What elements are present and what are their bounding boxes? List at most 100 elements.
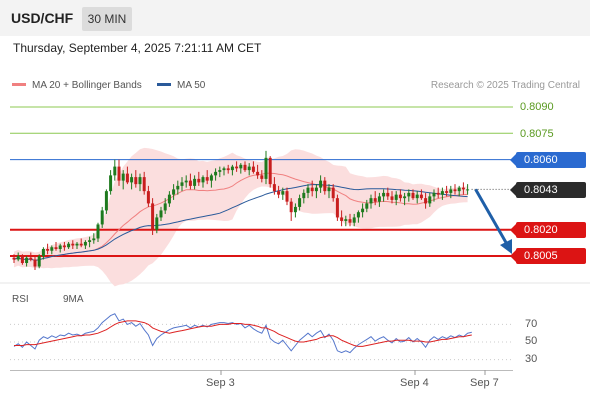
candle-body <box>155 217 159 230</box>
candle-body <box>306 187 310 193</box>
candle-body <box>138 177 142 185</box>
candle-body <box>340 217 344 221</box>
candle-body <box>46 248 50 251</box>
candle-body <box>298 198 302 207</box>
ma50-swatch <box>157 82 171 86</box>
candle-body <box>104 191 108 211</box>
legend-ma50: MA 50 <box>157 80 205 91</box>
candle-body <box>176 185 180 190</box>
candle-body <box>25 257 29 264</box>
candle-body <box>29 257 33 260</box>
candle-body <box>163 203 167 211</box>
candle-body <box>172 189 176 195</box>
candle-body <box>251 166 255 172</box>
candle-body <box>356 212 360 218</box>
candle-body <box>83 241 87 246</box>
candle-body <box>419 194 423 199</box>
candle-body <box>113 166 117 176</box>
projection-arrow-shaft <box>474 188 510 247</box>
legend-ma20: MA 20 + Bollinger Bands <box>12 80 142 91</box>
candle-body <box>41 248 45 256</box>
credit-text: Research © 2025 Trading Central <box>430 80 580 91</box>
timeframe-button[interactable]: 30 MIN <box>82 7 132 31</box>
candle-body <box>54 247 58 249</box>
candle-body <box>365 203 369 209</box>
candle-body <box>117 166 121 181</box>
candle-body <box>453 189 457 192</box>
candle-body <box>58 245 62 249</box>
candle-body <box>323 180 327 192</box>
level-label-8090: 0.8090 <box>520 101 554 113</box>
candle-body <box>75 243 79 246</box>
header-bar: USD/CHF 30 MIN <box>0 0 590 36</box>
candle-body <box>62 245 66 248</box>
candle-body <box>382 192 386 197</box>
candle-body <box>184 180 188 183</box>
candle-body <box>319 180 323 188</box>
x-axis-line <box>10 370 513 371</box>
candle-body <box>289 201 293 213</box>
ma20-swatch <box>12 82 26 86</box>
candle-body <box>348 219 352 223</box>
candle-body <box>394 194 398 200</box>
candle-body <box>125 173 129 183</box>
candle-body <box>188 180 192 186</box>
candle-body <box>222 168 226 171</box>
candle-body <box>403 196 407 199</box>
candle-body <box>268 157 272 185</box>
candle-body <box>352 217 356 223</box>
candle-body <box>369 198 373 204</box>
legend-9ma-label: 9MA <box>63 294 84 305</box>
candle-body <box>146 191 150 204</box>
candle-body <box>209 175 213 181</box>
candle-body <box>256 171 260 176</box>
candle-body <box>293 206 297 213</box>
candle-body <box>457 187 461 192</box>
candle-body <box>281 191 285 195</box>
candle-body <box>88 240 92 242</box>
candle-body <box>50 247 54 251</box>
legend-ma50-label: MA 50 <box>177 80 206 91</box>
candle-body <box>272 184 276 192</box>
candle-body <box>12 257 16 260</box>
candle-body <box>415 194 419 199</box>
candle-body <box>201 177 205 183</box>
legend-9ma: 9MA <box>63 294 84 305</box>
candle-body <box>218 170 222 172</box>
candle-body <box>151 203 155 230</box>
rsi-tick-30: 30 <box>525 353 538 365</box>
candle-body <box>16 256 20 260</box>
candle-body <box>193 178 197 186</box>
candle-body <box>344 219 348 221</box>
candle-body <box>235 166 239 169</box>
candle-body <box>445 191 449 193</box>
candle-body <box>96 224 100 239</box>
projection-arrow-head <box>500 239 512 254</box>
candle-body <box>277 191 281 195</box>
candle-body <box>411 192 415 199</box>
candle-body <box>247 166 251 171</box>
candle-body <box>260 175 264 179</box>
candle-body <box>331 187 335 199</box>
candle-body <box>466 189 470 191</box>
candle-body <box>230 166 234 171</box>
last-price-tag: 0.8043 <box>510 182 586 198</box>
candle-body <box>121 173 125 181</box>
candle-body <box>243 164 247 171</box>
legend-rsi: RSI <box>12 294 29 305</box>
rsi-line <box>13 313 472 354</box>
candle-body <box>109 175 113 192</box>
candle-body <box>100 210 104 225</box>
candle-body <box>180 182 184 186</box>
candle-body <box>226 168 230 171</box>
candle-body <box>398 194 402 199</box>
candle-body <box>33 259 37 267</box>
candle-body <box>92 238 96 241</box>
candle-body <box>197 178 201 183</box>
candle-body <box>327 187 331 192</box>
level-tag-8060: 0.8060 <box>510 152 586 168</box>
rsi-tick-70: 70 <box>525 318 538 330</box>
level-label-8075: 0.8075 <box>520 128 554 140</box>
candle-body <box>386 192 390 197</box>
candle-body <box>159 210 163 218</box>
